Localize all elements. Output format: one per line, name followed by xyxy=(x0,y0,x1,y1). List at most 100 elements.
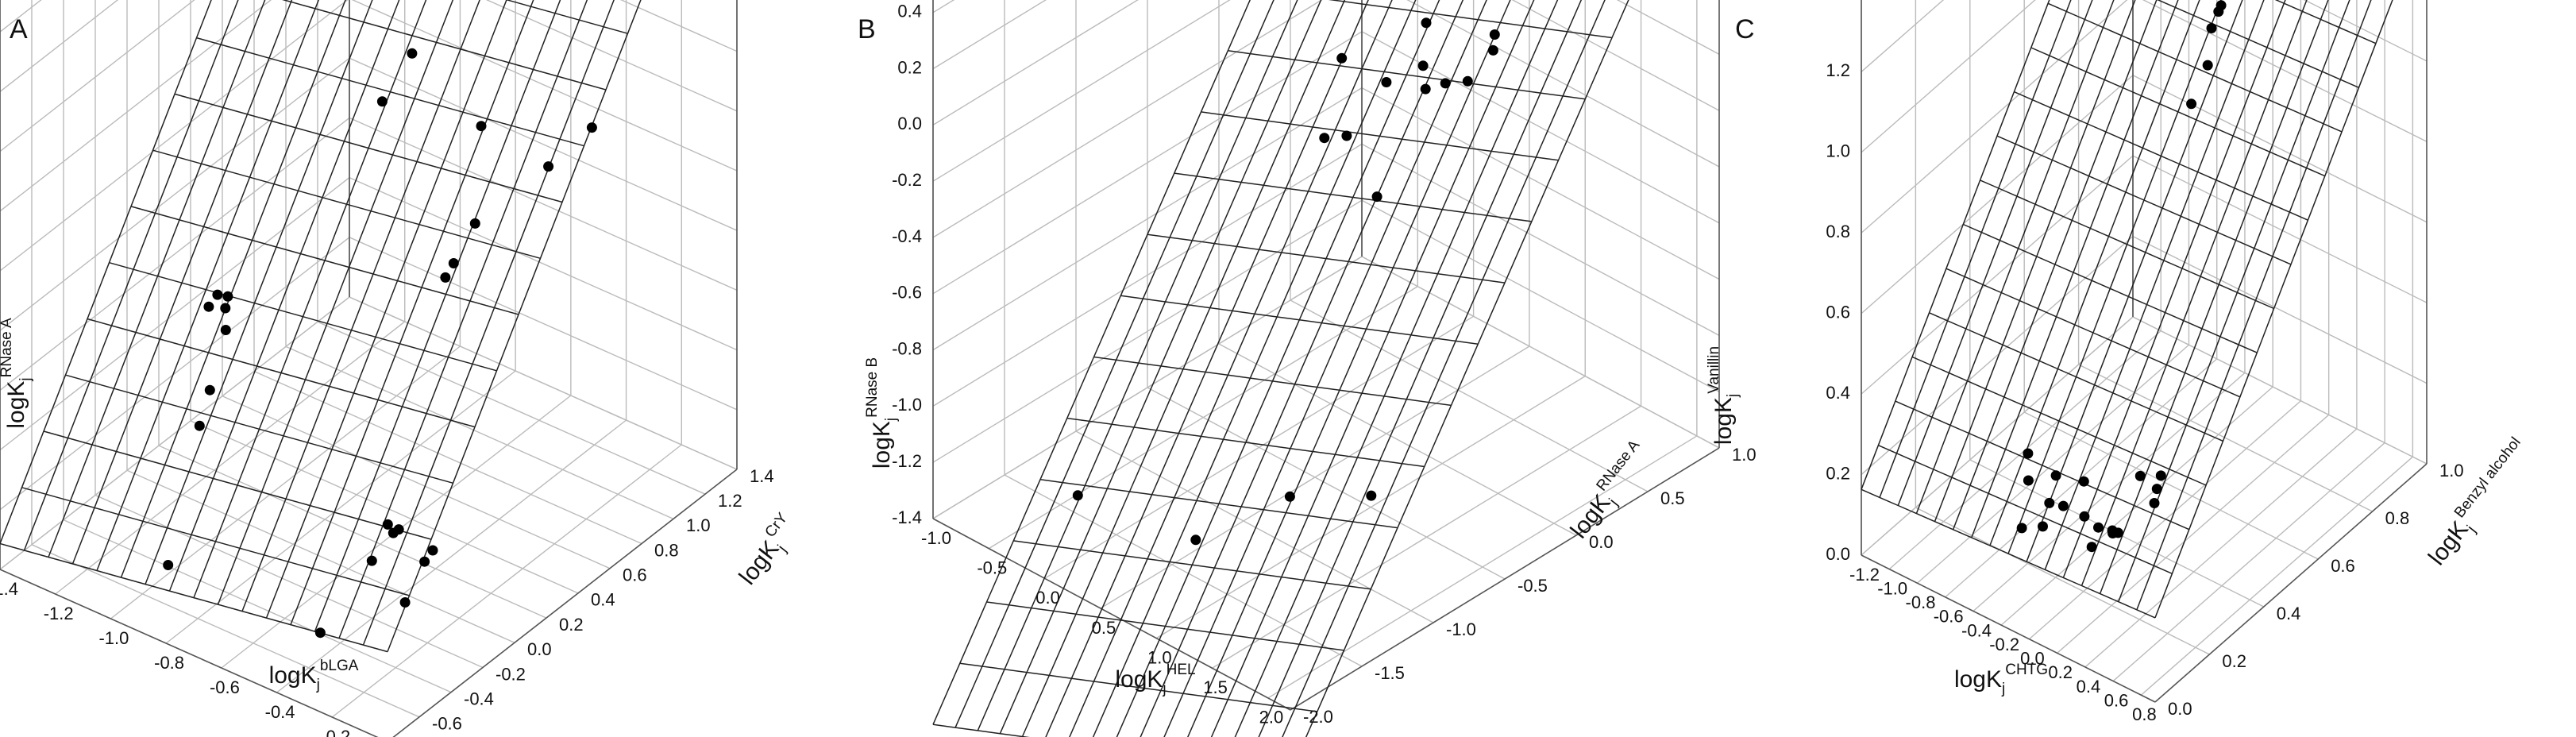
x-tick-label: -0.4 xyxy=(265,702,295,722)
y-tick-label: 0.0 xyxy=(527,639,552,659)
data-point-A-28 xyxy=(194,420,205,431)
y-tick-label: 0.6 xyxy=(2331,556,2355,576)
z-tick-label: -0.2 xyxy=(892,170,922,190)
y-tick-label: -0.5 xyxy=(1517,576,1548,596)
z-tick-label: 0.2 xyxy=(897,57,922,77)
x-tick-label: 0.0 xyxy=(1035,588,1060,608)
data-point-B-23 xyxy=(1336,52,1348,64)
data-point-A-16 xyxy=(407,48,418,59)
data-point-B-19 xyxy=(1421,17,1432,29)
y-axis-title: logKjBenzyl alcohol xyxy=(2420,434,2539,573)
data-point-C-1 xyxy=(2151,484,2162,495)
data-point-A-1 xyxy=(427,545,438,556)
y-tick-label: -2.0 xyxy=(1303,707,1333,727)
data-points xyxy=(1072,17,1500,546)
data-point-B-2 xyxy=(1190,534,1201,546)
y-tick-label: 0.4 xyxy=(591,590,615,610)
z-tick-label: -1.0 xyxy=(892,395,922,415)
data-point-C-16 xyxy=(2023,475,2034,486)
data-point-B-0 xyxy=(1366,490,1377,501)
y-axis-title: logKjCrY xyxy=(731,510,806,592)
x-tick-label: -1.0 xyxy=(1877,578,1907,598)
data-point-A-29 xyxy=(163,560,174,570)
y-tick-label: 1.4 xyxy=(750,466,774,486)
x-tick-label: -1.4 xyxy=(0,579,18,599)
data-point-B-21 xyxy=(1341,130,1352,141)
y-tick-label: 0.5 xyxy=(1660,488,1685,508)
data-point-A-11 xyxy=(448,258,459,268)
tick-labels: -1.4-1.2-1.0-0.8-0.6-0.4-0.20.00.20.40.6… xyxy=(892,2,1757,727)
x-tick-label: 0.5 xyxy=(1092,618,1116,638)
data-point-A-13 xyxy=(476,121,487,132)
x-tick-label: -0.8 xyxy=(154,653,184,673)
z-tick-label: 0.2 xyxy=(1826,463,1850,483)
y-tick-label: 0.2 xyxy=(559,615,584,635)
data-point-C-19 xyxy=(2215,0,2227,11)
y-tick-label: 0.8 xyxy=(654,540,679,560)
data-point-B-20 xyxy=(1381,77,1392,87)
y-tick-label: 0.6 xyxy=(623,565,647,585)
z-tick-label: 1.2 xyxy=(1826,60,1850,80)
data-point-C-22 xyxy=(2186,98,2197,110)
x-tick-label: 0.2 xyxy=(2048,662,2073,682)
z-tick-label: -0.8 xyxy=(892,338,922,358)
fitted-plane xyxy=(0,0,642,653)
x-axis-title: logKjCHTG xyxy=(1954,662,2048,697)
z-tick-label: -0.6 xyxy=(892,283,922,303)
data-point-C-6 xyxy=(2107,525,2118,536)
y-tick-label: 0.4 xyxy=(2277,604,2301,623)
z-axis-title: logKjRNase B xyxy=(864,357,900,469)
y-tick-label: -1.0 xyxy=(1446,619,1476,639)
data-point-B-18 xyxy=(1417,60,1429,71)
z-tick-label: -1.2 xyxy=(892,451,922,471)
z-tick-label: 0.4 xyxy=(1826,383,1850,403)
z-tick-label: 0.4 xyxy=(897,2,922,21)
x-tick-label: 0.6 xyxy=(2104,690,2129,710)
data-point-A-4 xyxy=(382,519,393,530)
x-tick-label: -1.2 xyxy=(44,604,74,623)
x-axis-title: logKjbLGA xyxy=(269,658,359,693)
x-tick-label: 0.0 xyxy=(2020,649,2045,669)
z-tick-label: 0.0 xyxy=(1826,544,1850,564)
chart-panel-A: -1.0-0.8-0.6-0.4-0.20.00.20.40.60.81.00.… xyxy=(0,0,806,737)
data-point-A-25 xyxy=(212,289,223,300)
data-point-C-9 xyxy=(2079,511,2090,522)
data-point-A-10 xyxy=(469,218,480,229)
tick-labels: -1.0-0.8-0.6-0.4-0.20.00.20.40.60.81.00.… xyxy=(0,466,774,737)
data-point-B-17 xyxy=(1420,83,1431,95)
panel-label: A xyxy=(10,14,28,44)
data-point-A-17 xyxy=(376,96,388,107)
y-tick-label: -0.2 xyxy=(496,664,526,684)
data-point-A-8 xyxy=(586,122,597,133)
data-point-B-24 xyxy=(1371,191,1382,203)
x-tick-label: -1.2 xyxy=(1849,565,1880,585)
data-point-C-14 xyxy=(2050,470,2061,481)
x-tick-label: 2.0 xyxy=(1259,708,1284,727)
y-tick-label: 1.0 xyxy=(2439,461,2464,480)
chart-panel-B: -1.4-1.2-1.0-0.8-0.6-0.4-0.20.00.20.40.6… xyxy=(858,0,1757,737)
data-point-C-8 xyxy=(2093,522,2104,533)
data-point-C-7 xyxy=(2086,542,2097,553)
x-tick-label: 1.0 xyxy=(1147,647,1172,667)
tick-labels: 0.00.20.40.60.81.01.21.40.80.60.40.20.0-… xyxy=(1826,60,2464,724)
z-axis-title: logKjVanillin xyxy=(1706,346,1741,445)
data-point-B-14 xyxy=(1489,29,1500,40)
y-tick-label: 1.0 xyxy=(686,515,711,535)
x-tick-label: 1.5 xyxy=(1203,677,1228,697)
data-point-A-2 xyxy=(399,597,411,608)
data-point-B-22 xyxy=(1319,133,1330,144)
data-point-A-5 xyxy=(388,527,399,538)
data-point-C-21 xyxy=(2202,60,2213,71)
data-point-A-24 xyxy=(222,291,233,302)
data-point-C-12 xyxy=(2038,521,2048,532)
data-point-B-15 xyxy=(1462,75,1473,87)
data-point-A-6 xyxy=(366,555,377,566)
data-point-B-1 xyxy=(1284,491,1295,502)
data-point-A-26 xyxy=(203,301,214,312)
data-point-C-20 xyxy=(2206,23,2217,33)
data-point-C-17 xyxy=(2023,448,2034,459)
y-tick-label: 0.0 xyxy=(2168,699,2192,719)
data-point-B-16 xyxy=(1440,78,1451,89)
data-point-C-15 xyxy=(2016,523,2027,534)
x-tick-label: -1.0 xyxy=(98,628,129,648)
